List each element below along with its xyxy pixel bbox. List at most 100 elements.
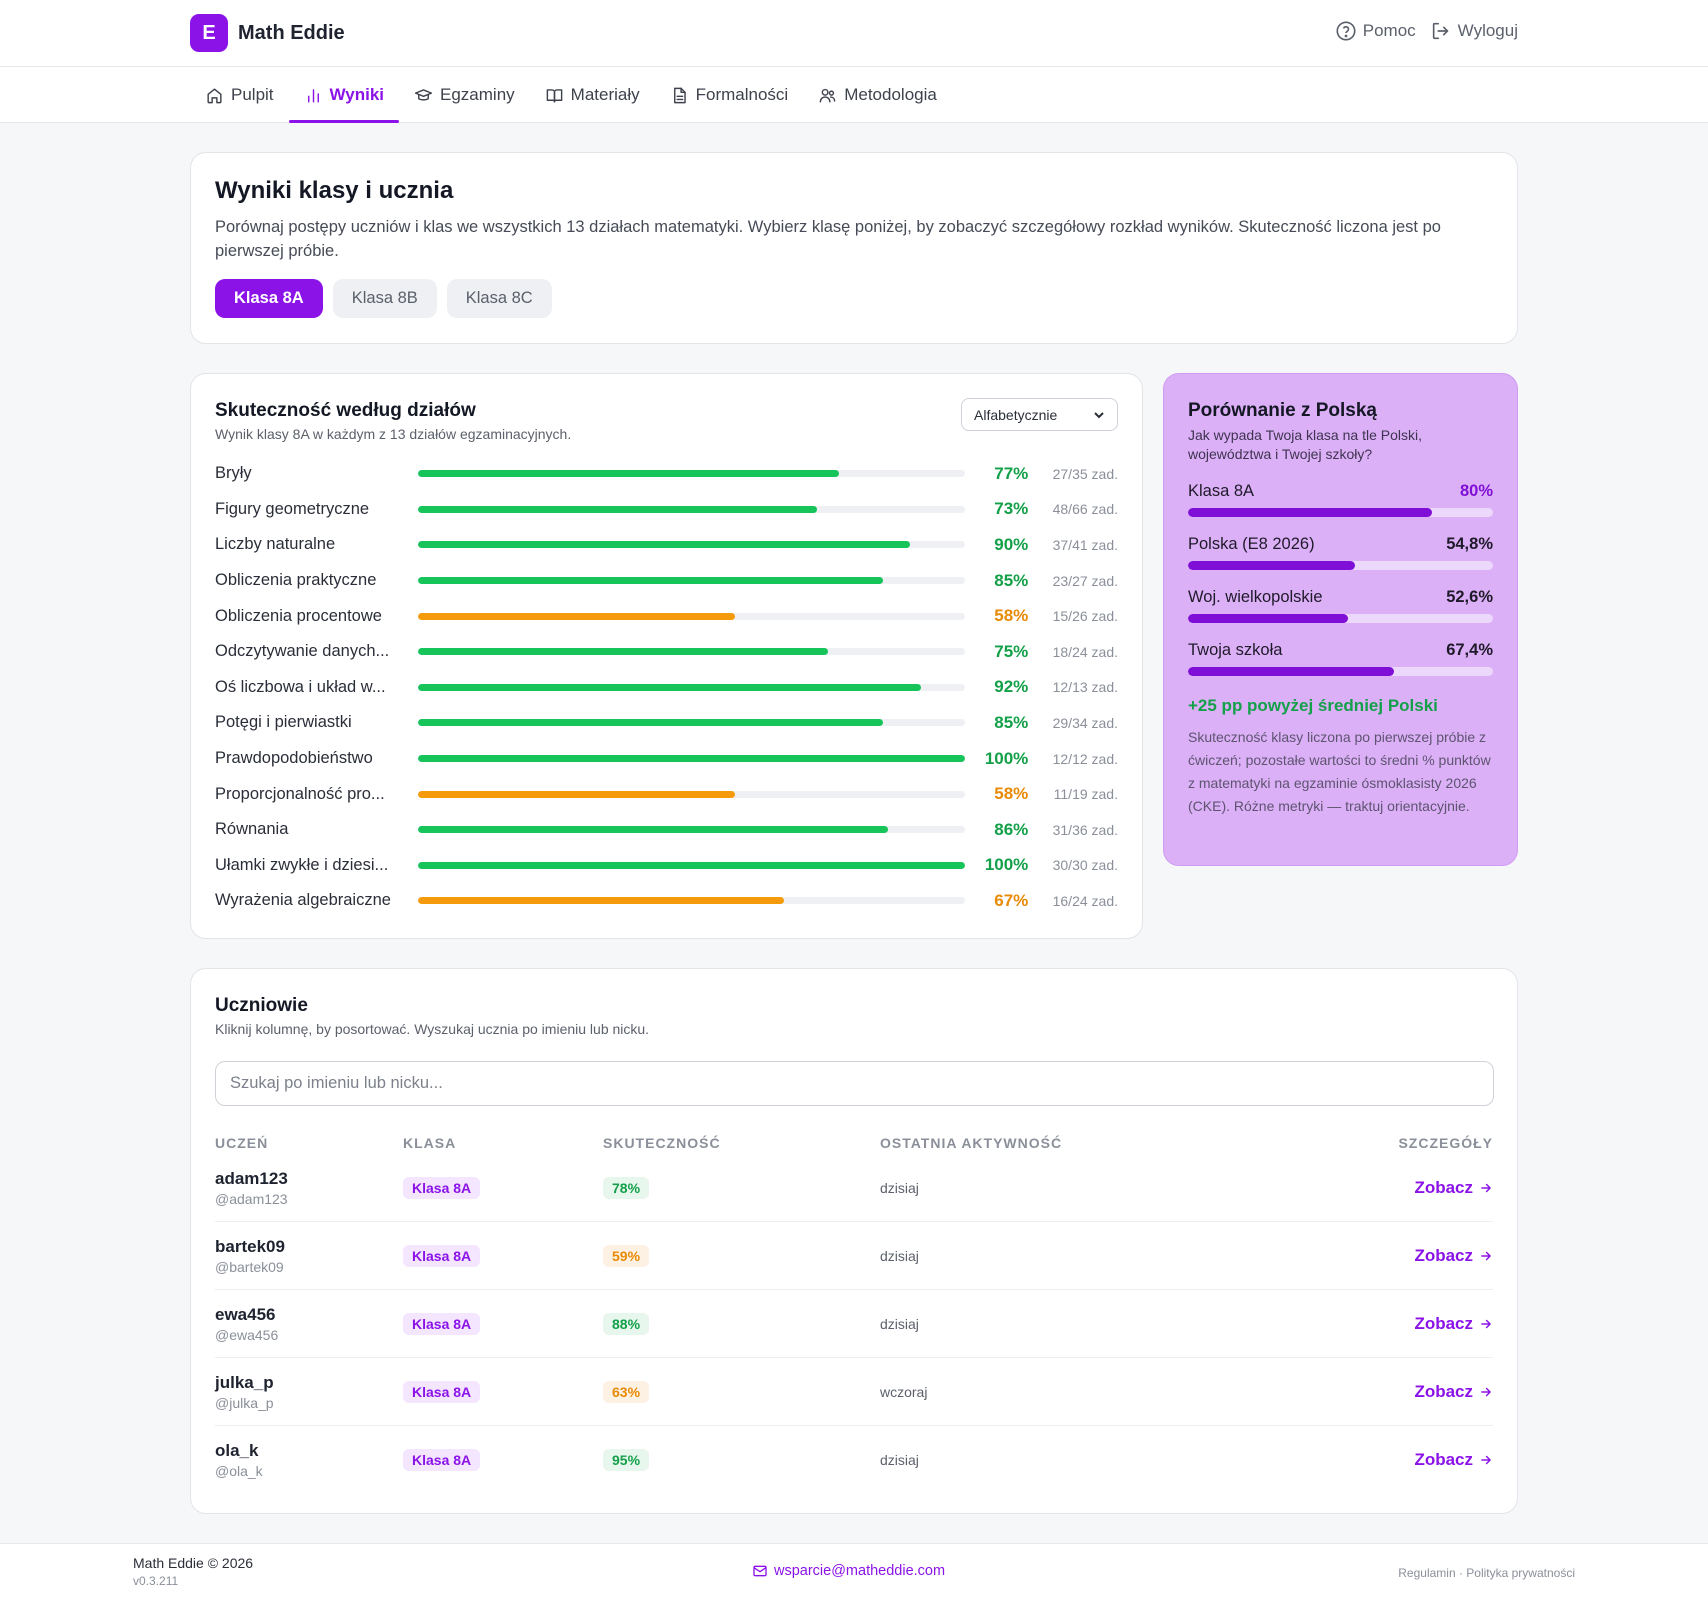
topic-percent: 85% — [994, 570, 1029, 590]
document-icon — [673, 87, 686, 103]
topic-percent: 58% — [994, 606, 1029, 626]
topic-progress-fill — [418, 897, 785, 905]
class-badge: Klasa 8A — [403, 1380, 481, 1403]
logo[interactable]: E — [190, 14, 228, 52]
topic-progress-track — [418, 541, 965, 549]
topic-progress-fill — [418, 719, 883, 727]
student-search-input[interactable] — [215, 1061, 1494, 1106]
compare-item: Polska (E8 2026) 54,8% — [1188, 535, 1493, 570]
students-subtitle: Kliknij kolumnę, by posortować. Wyszukaj… — [215, 1021, 650, 1037]
brand-name[interactable]: Math Eddie — [238, 22, 345, 44]
topic-progress-track — [418, 826, 965, 834]
student-cell: ewa456 @ewa456 — [215, 1305, 403, 1343]
tab-label: Metodologia — [844, 85, 937, 104]
score-badge: 88% — [603, 1312, 650, 1335]
tab-wyniki[interactable]: Wyniki — [288, 67, 400, 123]
student-cell: julka_p @julka_p — [215, 1373, 403, 1411]
top-actions: Pomoc Wyloguj — [1335, 20, 1518, 42]
details-cell: Zobacz — [1280, 1382, 1493, 1402]
topic-progress-fill — [418, 826, 889, 834]
compare-note: Skuteczność klasy liczona po pierwszej p… — [1188, 729, 1491, 814]
topic-name: Prawdopodobieństwo — [215, 749, 373, 768]
column-header-score[interactable]: SKUTECZNOŚĆ — [603, 1135, 721, 1151]
view-student-link[interactable]: Zobacz — [1414, 1178, 1493, 1198]
topic-name: Wyrażenia algebraiczne — [215, 891, 391, 910]
details-cell: Zobacz — [1280, 1178, 1493, 1198]
topic-row: Obliczenia praktyczne 85% 23/27 zad. — [215, 563, 1118, 599]
view-student-link[interactable]: Zobacz — [1414, 1314, 1493, 1334]
topic-count: 12/13 zad. — [1052, 679, 1118, 696]
compare-items: Klasa 8A 80% Polska (E8 2026) 54,8% Woj. wie… — [1188, 482, 1493, 676]
view-label: Zobacz — [1414, 1313, 1473, 1333]
topic-count: 16/24 zad. — [1052, 892, 1118, 909]
topic-percent: 92% — [994, 677, 1029, 697]
topic-count: 15/26 zad. — [1052, 608, 1118, 625]
arrow-right-icon — [1481, 1319, 1491, 1328]
footer-version: v0.3.211 — [133, 1574, 179, 1588]
score-badge: 63% — [603, 1380, 650, 1403]
table-row[interactable]: adam123 @adam123 Klasa 8A 78% dzisiaj Zobacz — [215, 1154, 1493, 1222]
help-circle-icon — [1336, 21, 1356, 41]
column-header-activity[interactable]: OSTATNIA AKTYWNOŚĆ — [880, 1135, 1063, 1151]
compare-item-fill — [1188, 667, 1394, 676]
students-card: Uczniowie Kliknij kolumnę, by posortować… — [190, 968, 1518, 1514]
class-button-8b[interactable]: Klasa 8B — [332, 279, 437, 318]
table-row[interactable]: bartek09 @bartek09 Klasa 8A 59% dzisiaj Zobac… — [215, 1222, 1493, 1290]
compare-item-track — [1188, 614, 1493, 623]
view-student-link[interactable]: Zobacz — [1414, 1450, 1493, 1470]
activity-cell: dzisiaj — [880, 1247, 919, 1264]
topic-count: 18/24 zad. — [1052, 643, 1118, 660]
topic-progress-fill — [418, 861, 965, 869]
users-icon — [819, 88, 836, 103]
view-label: Zobacz — [1414, 1177, 1473, 1197]
table-row[interactable]: ola_k @ola_k Klasa 8A 95% dzisiaj Zobacz — [215, 1426, 1493, 1494]
topic-row: Figury geometryczne 73% 48/66 zad. — [215, 492, 1118, 528]
logout-link[interactable]: Wyloguj — [1430, 20, 1518, 42]
score-cell: 78% — [603, 1176, 880, 1199]
arrow-right-icon — [1481, 1183, 1491, 1192]
view-student-link[interactable]: Zobacz — [1414, 1246, 1493, 1266]
topic-progress-fill — [418, 577, 883, 585]
topic-name: Potęgi i pierwiastki — [215, 713, 352, 732]
class-badge: Klasa 8A — [403, 1244, 481, 1267]
tab-formalności[interactable]: Formalności — [655, 67, 804, 123]
topic-percent: 100% — [984, 748, 1029, 768]
details-cell: Zobacz — [1280, 1314, 1493, 1334]
topic-progress-fill — [418, 648, 828, 656]
topic-count: 23/27 zad. — [1052, 572, 1118, 589]
student-name: julka_p — [215, 1372, 274, 1392]
student-cell: ola_k @ola_k — [215, 1441, 403, 1479]
topic-name: Równania — [215, 820, 289, 839]
help-link[interactable]: Pomoc — [1335, 20, 1416, 42]
class-button-8a[interactable]: Klasa 8A — [215, 279, 323, 318]
activity-cell: dzisiaj — [880, 1179, 919, 1196]
topic-progress-track — [418, 755, 965, 763]
logout-icon — [1432, 22, 1448, 40]
tab-label: Formalności — [695, 85, 789, 104]
support-email-link[interactable]: wsparcie@matheddie.com — [752, 1563, 945, 1579]
table-row[interactable]: ewa456 @ewa456 Klasa 8A 88% dzisiaj Zobacz — [215, 1290, 1493, 1358]
tab-label: Materiały — [570, 85, 640, 104]
score-badge: 78% — [603, 1176, 650, 1199]
student-nick: @ewa456 — [215, 1326, 279, 1343]
view-label: Zobacz — [1414, 1381, 1473, 1401]
topic-row: Oś liczbowa i układ w... 92% 12/13 zad. — [215, 670, 1118, 706]
column-header-class[interactable]: KLASA — [403, 1135, 457, 1151]
topic-name: Obliczenia procentowe — [215, 606, 382, 625]
compare-item-head: Klasa 8A 80% — [1188, 482, 1493, 501]
tab-metodologia[interactable]: Metodologia — [803, 67, 952, 123]
column-header-student[interactable]: UCZEŃ — [215, 1135, 269, 1151]
tab-pulpit[interactable]: Pulpit — [190, 67, 289, 123]
class-button-8c[interactable]: Klasa 8C — [446, 279, 552, 318]
topic-row: Bryły 77% 27/35 zad. — [215, 456, 1118, 492]
sort-select[interactable]: Alfabetycznie — [961, 398, 1118, 431]
table-row[interactable]: julka_p @julka_p Klasa 8A 63% wczoraj Zobacz — [215, 1358, 1493, 1426]
compare-item-value: 80% — [1459, 482, 1493, 500]
tab-materiały[interactable]: Materiały — [530, 67, 655, 123]
topic-row: Proporcjonalność pro... 58% 11/19 zad. — [215, 776, 1118, 812]
footer-links-text[interactable]: Regulamin · Polityka prywatności — [1398, 1566, 1575, 1580]
footer-links[interactable]: Regulamin · Polityka prywatności — [1398, 1566, 1575, 1580]
view-student-link[interactable]: Zobacz — [1414, 1382, 1493, 1402]
compare-item-label: Klasa 8A — [1188, 482, 1255, 500]
tab-egzaminy[interactable]: Egzaminy — [399, 67, 530, 123]
